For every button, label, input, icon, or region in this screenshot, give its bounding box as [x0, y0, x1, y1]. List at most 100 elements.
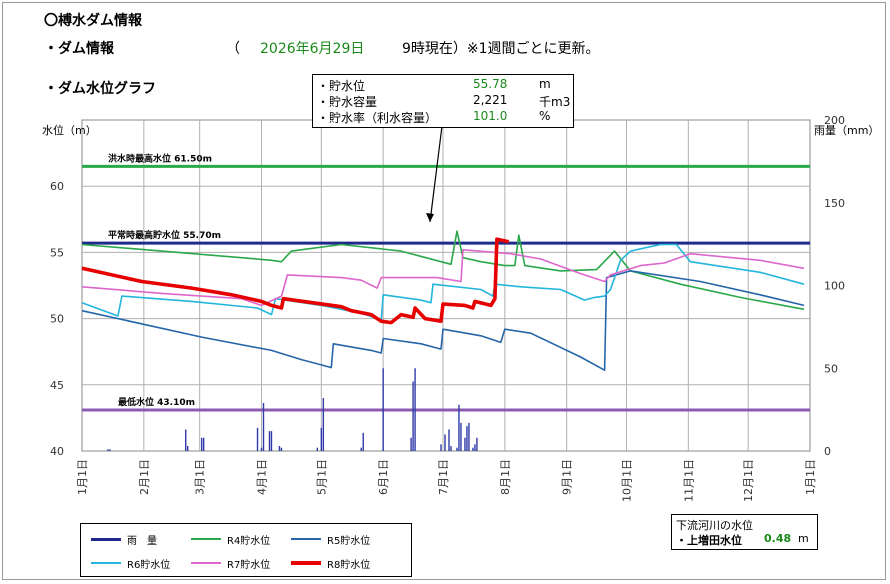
- rain-bar: [414, 368, 416, 451]
- rain-bar: [382, 368, 384, 451]
- y2-axis-label: 雨量（mm）: [814, 124, 879, 137]
- y-tick-label: 40: [50, 445, 64, 458]
- rain-bar: [280, 447, 283, 451]
- y-tick-label: 60: [50, 180, 64, 193]
- callout-value: 55.78: [473, 77, 508, 91]
- rain-bar: [472, 447, 474, 451]
- rain-bar: [270, 431, 273, 451]
- rain-bar: [256, 427, 259, 451]
- rain-bar: [466, 426, 468, 451]
- dam-info-label: ・ダム情報: [44, 41, 114, 57]
- y2-tick-label: 0: [824, 445, 831, 458]
- callout-value: 101.0: [473, 109, 508, 123]
- graph-section-label: ・ダム水位グラフ: [44, 81, 156, 97]
- river-title: 下流河川の水位: [676, 519, 753, 532]
- y2-tick-label: 200: [824, 114, 845, 127]
- callout-row: ・貯水率（利水容量） 101.0 %: [313, 109, 573, 125]
- series-line: [81, 249, 805, 307]
- callout-unit: m: [539, 77, 551, 91]
- legend-swatch: [191, 562, 221, 564]
- rain-bar: [476, 437, 478, 451]
- y-tick-label: 50: [50, 313, 64, 326]
- rain-bar: [268, 431, 271, 451]
- y2-tick-label: 150: [824, 197, 845, 210]
- x-tick-label: 4月1日: [256, 459, 269, 495]
- y-tick-label: 45: [50, 379, 64, 392]
- rain-bar: [360, 447, 362, 451]
- callout-row: ・貯水容量 2,221 千m3: [313, 93, 573, 109]
- page-title: 〇榑水ダム情報: [44, 13, 142, 29]
- rain-bar: [200, 437, 203, 451]
- rain-bar: [185, 429, 187, 451]
- rain-bar: [460, 422, 462, 451]
- y-tick-label: 55: [50, 246, 64, 259]
- callout-value: 2,221: [473, 93, 508, 107]
- rain-bar: [278, 446, 281, 451]
- series-line: [81, 237, 510, 325]
- reference-label: 洪水時最高水位 61.50m: [108, 152, 212, 164]
- reference-label: 最低水位 43.10m: [118, 396, 195, 408]
- river-value: 0.48: [764, 532, 792, 545]
- rain-bar: [260, 447, 263, 451]
- x-tick-label: 6月1日: [377, 459, 390, 495]
- dam-info-date: 2026年6月29日: [260, 41, 365, 57]
- x-tick-label: 7月1日: [437, 459, 450, 495]
- rain-bar: [262, 403, 265, 451]
- rain-bar: [440, 444, 442, 451]
- y2-tick-label: 100: [824, 280, 845, 293]
- rain-bar: [450, 446, 452, 451]
- dam-info-paren: （: [226, 41, 240, 57]
- rain-bar: [202, 437, 205, 451]
- x-tick-label: 2月1日: [138, 459, 151, 495]
- rain-bar: [316, 447, 319, 451]
- x-tick-label: 1月1日: [76, 459, 89, 495]
- rain-bar: [362, 432, 364, 451]
- rain-bar: [107, 449, 109, 451]
- rain-bar: [474, 444, 476, 451]
- legend-label: R4貯水位: [227, 536, 271, 547]
- rain-bar: [410, 437, 412, 451]
- callout-unit: 千m3: [539, 95, 571, 109]
- river-label: ・上増田水位: [676, 534, 742, 547]
- x-tick-label: 8月1日: [499, 459, 512, 495]
- legend-swatch: [291, 561, 321, 565]
- rain-bar: [448, 429, 450, 451]
- rain-bar: [322, 398, 325, 451]
- rain-bar: [444, 434, 446, 451]
- legend-label: R6貯水位: [127, 560, 171, 571]
- rain-bar: [412, 381, 414, 451]
- callout-unit: %: [539, 109, 551, 123]
- x-tick-label: 3月1日: [194, 459, 207, 495]
- callout-arrowhead: [426, 213, 434, 222]
- x-tick-label: 1月1日: [804, 459, 817, 495]
- rain-bar: [458, 404, 460, 451]
- callout-label: ・貯水容量: [317, 95, 378, 109]
- y2-tick-label: 50: [824, 362, 838, 375]
- rain-bar: [464, 437, 466, 451]
- callout-row: ・貯水位 55.78 m: [313, 77, 573, 93]
- legend-swatch: [91, 562, 121, 564]
- rain-bar: [456, 447, 458, 451]
- legend-label: R5貯水位: [327, 536, 371, 547]
- series-line: [81, 243, 805, 321]
- rain-bar: [109, 449, 111, 451]
- rain-bar: [320, 427, 323, 451]
- legend-label: R7貯水位: [227, 560, 271, 571]
- legend-swatch: [191, 538, 221, 540]
- x-tick-label: 12月1日: [742, 459, 755, 502]
- storage-callout: ・貯水位 55.78 m ・貯水容量 2,221 千m3 ・貯水率（利水容量） …: [312, 74, 574, 128]
- rain-bar: [468, 422, 470, 451]
- series-line: [81, 270, 805, 371]
- river-unit: m: [798, 532, 809, 545]
- legend-label: R8貯水位: [327, 560, 371, 571]
- legend-swatch: [91, 538, 121, 541]
- rain-bar: [187, 446, 189, 451]
- callout-label: ・貯水位: [317, 79, 366, 93]
- y-axis-label: 水位（m）: [42, 123, 97, 137]
- callout-arrow: [429, 125, 443, 223]
- downstream-river-box: 下流河川の水位 ・上増田水位 0.48 m: [671, 514, 818, 550]
- dam-info-time: 9時現在）※1週間ごとに更新。: [402, 41, 600, 57]
- x-tick-label: 10月1日: [621, 459, 634, 502]
